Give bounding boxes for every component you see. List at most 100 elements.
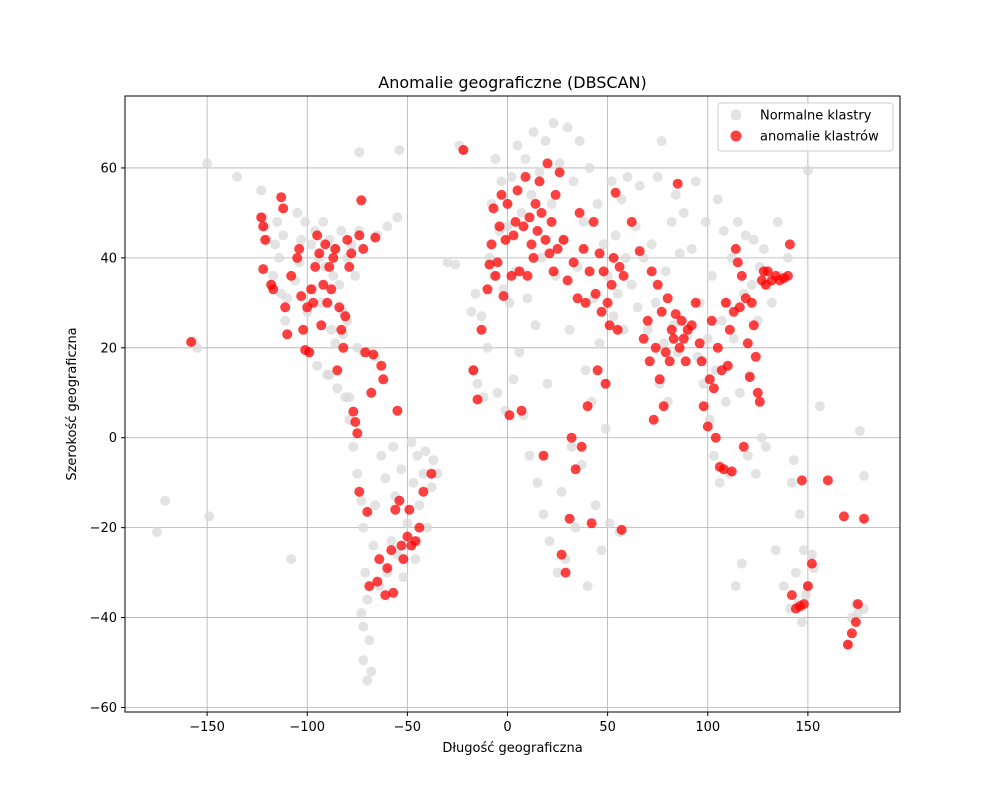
- normal-point: [746, 279, 757, 290]
- normal-point: [394, 145, 405, 155]
- normal-point: [608, 311, 619, 322]
- normal-point: [268, 270, 279, 281]
- normal-point: [280, 315, 291, 326]
- anomaly-point: [680, 356, 691, 367]
- normal-point: [728, 333, 739, 344]
- anomaly-point: [606, 279, 617, 290]
- normal-point: [658, 338, 669, 349]
- normal-point: [540, 136, 551, 146]
- anomaly-point: [260, 234, 271, 245]
- normal-point: [646, 239, 657, 250]
- normal-point: [512, 140, 523, 151]
- anomaly-point: [650, 342, 661, 353]
- anomaly-point: [532, 225, 543, 236]
- normal-point: [564, 324, 575, 335]
- normal-point: [854, 426, 865, 436]
- y-tick-label: 0: [109, 431, 117, 446]
- anomaly-point: [838, 511, 849, 522]
- normal-point: [502, 221, 513, 232]
- normal-point: [598, 239, 609, 250]
- anomaly-point: [510, 216, 521, 227]
- anomaly-point: [578, 243, 589, 254]
- normal-point: [554, 158, 565, 169]
- anomaly-point: [328, 252, 339, 263]
- normal-point: [678, 207, 689, 218]
- anomaly-point: [324, 261, 335, 272]
- anomaly-point: [476, 324, 487, 335]
- normal-point: [282, 293, 293, 304]
- normal-point: [790, 567, 801, 578]
- anomaly-point: [588, 216, 599, 227]
- normal-point: [490, 153, 501, 164]
- normal-point: [398, 572, 409, 583]
- normal-point: [496, 176, 507, 187]
- normal-point: [504, 297, 515, 308]
- anomaly-point: [458, 145, 469, 155]
- normal-point: [750, 468, 761, 479]
- anomaly-point: [706, 315, 717, 326]
- normal-point: [152, 527, 162, 538]
- anomaly-point: [638, 333, 649, 344]
- normal-point: [328, 270, 339, 281]
- anomaly-point: [536, 207, 547, 218]
- anomaly-point: [312, 230, 323, 241]
- anomaly-point: [494, 221, 505, 232]
- normal-point: [292, 207, 303, 218]
- anomaly-point: [718, 464, 729, 475]
- anomaly-point: [664, 356, 675, 367]
- anomaly-point: [354, 486, 365, 497]
- anomaly-point: [410, 536, 421, 547]
- normal-point: [358, 655, 369, 666]
- normal-point: [778, 581, 789, 592]
- anomaly-point: [372, 576, 383, 587]
- normal-point: [204, 511, 215, 522]
- normal-point: [794, 509, 805, 520]
- anomaly-point: [370, 232, 381, 243]
- anomaly-point: [278, 203, 289, 214]
- anomaly-point: [334, 302, 345, 313]
- normal-point: [796, 617, 807, 628]
- normal-point: [690, 176, 701, 187]
- anomaly-point: [676, 315, 687, 326]
- anomaly-point: [732, 257, 743, 268]
- normal-point: [652, 171, 663, 182]
- normal-point: [412, 450, 423, 461]
- anomaly-point: [468, 365, 479, 376]
- normal-point: [578, 216, 589, 227]
- normal-point: [420, 446, 431, 457]
- anomaly-point: [390, 504, 401, 515]
- anomaly-point: [602, 297, 613, 308]
- anomaly-point: [846, 628, 857, 639]
- anomaly-point: [506, 270, 517, 281]
- anomaly-point: [500, 234, 511, 245]
- anomaly-point: [702, 421, 713, 432]
- normal-point: [414, 500, 425, 511]
- anomaly-point: [304, 347, 315, 358]
- normal-point: [256, 185, 267, 196]
- anomaly-point: [720, 297, 731, 308]
- anomaly-point: [598, 266, 609, 277]
- anomaly-point: [750, 351, 761, 362]
- x-tick-label: 0: [503, 720, 511, 735]
- normal-point: [514, 347, 525, 358]
- normal-point: [332, 383, 343, 394]
- normal-point: [406, 437, 417, 448]
- anomaly-point: [822, 475, 833, 486]
- anomaly-point: [604, 320, 615, 331]
- normal-point: [736, 558, 747, 569]
- anomaly-point: [516, 405, 527, 416]
- anomaly-point: [672, 178, 683, 189]
- grid: [125, 96, 900, 712]
- anomaly-point: [782, 270, 793, 281]
- anomaly-point: [338, 342, 349, 353]
- anomaly-point: [708, 383, 719, 394]
- anomaly-point: [556, 549, 567, 560]
- x-tick-label: 150: [795, 720, 820, 735]
- normal-point: [388, 441, 399, 452]
- normal-point: [806, 549, 817, 560]
- data-points: [152, 118, 869, 686]
- legend-label-anomaly: anomalie klastrów: [760, 130, 879, 145]
- anomaly-point: [388, 587, 399, 598]
- anomaly-point: [658, 401, 669, 412]
